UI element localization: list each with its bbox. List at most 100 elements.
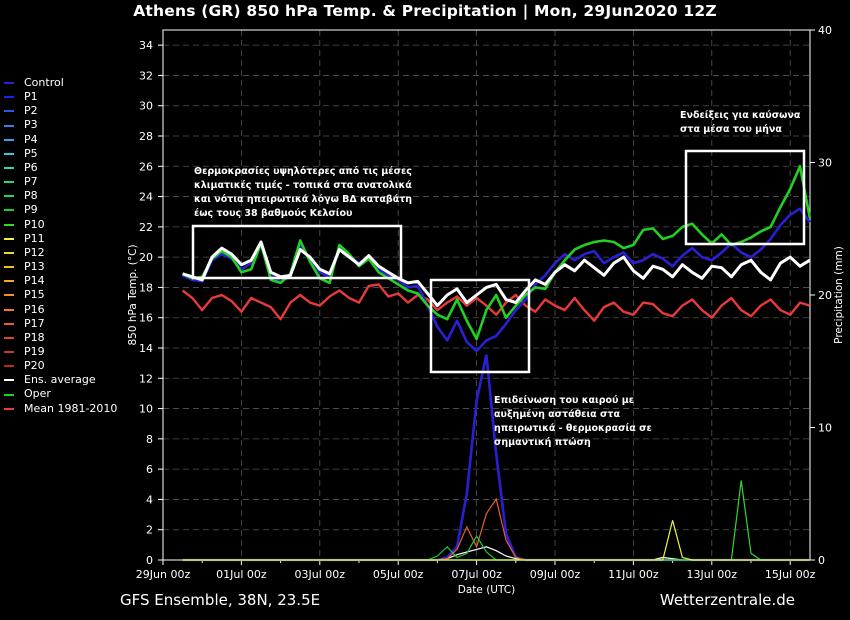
legend-item: P13 <box>4 260 117 274</box>
legend-item: P10 <box>4 218 117 232</box>
legend-label: P14 <box>24 274 45 288</box>
precip-line <box>182 520 810 561</box>
legend-swatch <box>4 209 14 212</box>
legend-swatch <box>4 322 14 325</box>
legend-swatch <box>4 110 14 113</box>
legend-label: P13 <box>24 260 45 274</box>
legend-label: P4 <box>24 132 38 146</box>
annotation-text: κλιματικές τιμές - τοπικά στα ανατολικά <box>194 180 412 191</box>
y-tick-label: 28 <box>139 130 153 143</box>
y-axis-label: 850 hPa Temp. (°C) <box>127 244 139 345</box>
y-tick-label: 22 <box>139 221 153 234</box>
legend-swatch <box>4 407 14 410</box>
legend-label: P9 <box>24 203 38 217</box>
legend-swatch <box>4 280 14 283</box>
legend-item: P8 <box>4 189 117 203</box>
y-tick-label: 16 <box>139 312 153 325</box>
footer-site-label: Wetterzentrale.de <box>659 591 795 609</box>
y2-axis-label: Precipitation (mm) <box>833 246 845 344</box>
y2-tick-label: 40 <box>818 24 832 37</box>
legend-label: Ens. average <box>24 373 96 387</box>
precip-line <box>182 480 810 561</box>
legend-label: P20 <box>24 359 45 373</box>
legend-item: P5 <box>4 147 117 161</box>
y-tick-label: 8 <box>146 433 153 446</box>
annotation-text: Επιδείνωση του καιρού με <box>494 395 634 406</box>
annotation-text: Ενδείξεις για καύσωνα <box>680 110 801 121</box>
legend-swatch <box>4 82 14 85</box>
y2-tick-label: 30 <box>818 157 832 170</box>
legend-swatch <box>4 195 14 198</box>
y2-tick-label: 0 <box>818 554 825 567</box>
y-tick-label: 4 <box>146 493 153 506</box>
legend-label: P16 <box>24 302 45 316</box>
y-tick-label: 18 <box>139 281 153 294</box>
legend-label: P8 <box>24 189 38 203</box>
legend-label: P3 <box>24 118 38 132</box>
annotation-box <box>684 149 806 246</box>
legend-item: P20 <box>4 359 117 373</box>
y-tick-label: 24 <box>139 191 153 204</box>
legend-label: Mean 1981-2010 <box>24 401 118 415</box>
legend-label: P10 <box>24 217 45 231</box>
y-tick-label: 32 <box>139 69 153 82</box>
legend-swatch <box>4 294 14 297</box>
y-tick-label: 2 <box>146 524 153 537</box>
legend-swatch <box>4 167 14 170</box>
legend-label: P2 <box>24 104 38 118</box>
legend-item: P14 <box>4 274 117 288</box>
precip-line <box>182 354 810 562</box>
legend-label: Oper <box>24 387 51 401</box>
x-tick-label: 01Jul 00z <box>216 568 267 581</box>
annotation-text: έως τους 38 βαθμούς Κελσίου <box>194 208 352 219</box>
y-tick-label: 30 <box>139 100 153 113</box>
precip-line <box>182 546 810 561</box>
legend-swatch <box>4 251 14 254</box>
legend-swatch <box>4 379 14 382</box>
x-tick-label: 03Jul 00z <box>295 568 346 581</box>
legend-label: P6 <box>24 160 38 174</box>
annotation-box <box>429 278 531 374</box>
legend-label: P5 <box>24 146 38 160</box>
legend-swatch <box>4 365 14 368</box>
legend-item: P7 <box>4 175 117 189</box>
legend-swatch <box>4 266 14 269</box>
legend-label: P19 <box>24 344 45 358</box>
x-tick-label: 15Jul 00z <box>765 568 816 581</box>
legend-item: P11 <box>4 232 117 246</box>
x-tick-label: 09Jul 00z <box>530 568 581 581</box>
y-tick-label: 6 <box>146 463 153 476</box>
y-tick-label: 10 <box>139 403 153 416</box>
legend-item: P12 <box>4 246 117 260</box>
legend-label: P11 <box>24 231 45 245</box>
legend-item: Mean 1981-2010 <box>4 402 117 416</box>
legend-label: P7 <box>24 175 38 189</box>
legend-item: Control <box>4 76 117 90</box>
y-tick-label: 14 <box>139 342 153 355</box>
legend-item: Ens. average <box>4 373 117 387</box>
legend-swatch <box>4 223 14 226</box>
chart-title: Athens (GR) 850 hPa Temp. & Precipitatio… <box>133 2 717 20</box>
legend-label: P18 <box>24 330 45 344</box>
annotation-text: αυξημένη αστάθεια στα <box>494 409 620 420</box>
y2-tick-label: 20 <box>818 289 832 302</box>
precip-line <box>182 534 810 561</box>
legend-label: P17 <box>24 316 45 330</box>
legend-item: P18 <box>4 331 117 345</box>
y-tick-label: 26 <box>139 160 153 173</box>
legend-swatch <box>4 336 14 339</box>
temp-line <box>181 283 811 322</box>
legend-label: P1 <box>24 90 38 104</box>
legend-swatch <box>4 351 14 354</box>
x-axis-label: Date (UTC) <box>458 584 515 596</box>
y-tick-label: 20 <box>139 251 153 264</box>
legend-item: Oper <box>4 387 117 401</box>
legend-item: P2 <box>4 104 117 118</box>
legend-item: P16 <box>4 303 117 317</box>
legend-label: P15 <box>24 288 45 302</box>
annotation-text: Θερμοκρασίες υψηλότερες από τις μέσες <box>194 166 412 177</box>
legend-swatch <box>4 96 14 99</box>
legend-item: P6 <box>4 161 117 175</box>
x-tick-label: 07Jul 00z <box>451 568 502 581</box>
